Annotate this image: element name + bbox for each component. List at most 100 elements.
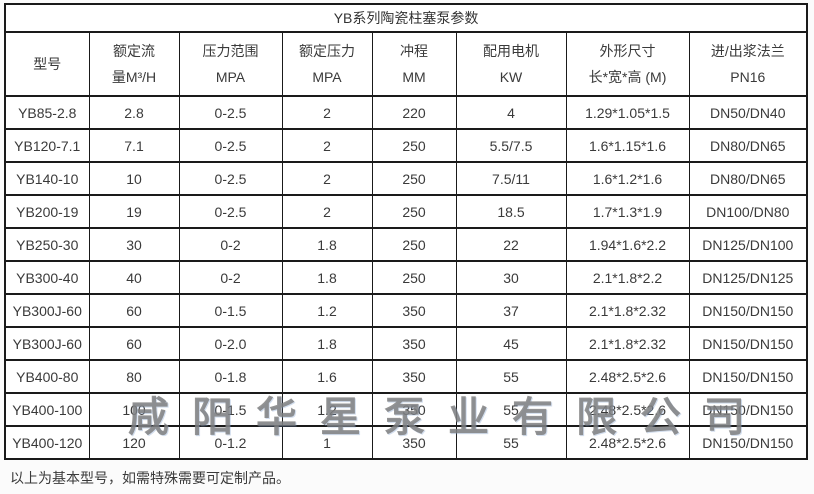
table-row: YB400-100 100 0-1.5 1.2 350 55 2.48*2.5*2.6 DN1… <box>4 392 808 427</box>
column-header-line2: KW <box>499 69 523 85</box>
table-row: YB300J-60 60 0-1.5 1.2 350 37 2.1*1.8*2.32 DN15… <box>4 293 808 328</box>
model-cell: YB300-40 <box>4 260 90 295</box>
value-cell: 1.8 <box>281 326 373 361</box>
value-cell: 220 <box>371 95 457 130</box>
column-header-line2: MPA <box>312 69 342 85</box>
value-cell: 37 <box>455 293 567 328</box>
value-cell: DN150/DN150 <box>688 359 808 394</box>
value-cell: DN150/DN150 <box>688 392 808 427</box>
value-cell: 2 <box>281 194 373 229</box>
value-cell: 18.5 <box>455 194 567 229</box>
value-cell: DN150/DN150 <box>688 293 808 328</box>
value-cell: 2 <box>281 128 373 163</box>
value-cell: 55 <box>455 392 567 427</box>
model-cell: YB400-120 <box>4 425 90 460</box>
value-cell: 2 <box>281 95 373 130</box>
column-header: 冲程 MM <box>371 31 457 97</box>
value-cell: 350 <box>371 392 457 427</box>
value-cell: 1.2 <box>281 392 373 427</box>
value-cell: 1.94*1.6*2.2 <box>565 227 690 262</box>
value-cell: 1.6*1.2*1.6 <box>565 161 690 196</box>
value-cell: 1.6 <box>281 359 373 394</box>
column-header: 压力范围 MPA <box>178 31 283 97</box>
value-cell: 30 <box>88 227 180 262</box>
value-cell: 1.2 <box>281 293 373 328</box>
value-cell: 250 <box>371 227 457 262</box>
value-cell: 1.8 <box>281 227 373 262</box>
model-cell: YB400-100 <box>4 392 90 427</box>
title-row: YB系列陶瓷柱塞泵参数 <box>4 3 808 33</box>
value-cell: 250 <box>371 194 457 229</box>
table-row: YB200-19 19 0-2.5 2 250 18.5 1.7*1.3*1.9 DN100/… <box>4 194 808 229</box>
value-cell: 350 <box>371 326 457 361</box>
value-cell: 40 <box>88 260 180 295</box>
column-header: 外形尺寸 长*宽*高 (M) <box>565 31 690 97</box>
value-cell: 1.6*1.15*1.6 <box>565 128 690 163</box>
column-header-line1: 冲程 <box>400 43 428 59</box>
column-header-line1: 压力范围 <box>202 43 259 59</box>
model-cell: YB200-19 <box>4 194 90 229</box>
value-cell: 350 <box>371 425 457 460</box>
column-header-line1: 配用电机 <box>483 43 539 59</box>
value-cell: 0-2.5 <box>178 128 283 163</box>
model-cell: YB250-30 <box>4 227 90 262</box>
model-cell: YB85-2.8 <box>4 95 90 130</box>
value-cell: 0-2.5 <box>178 95 283 130</box>
value-cell: 2.48*2.5*2.6 <box>565 392 690 427</box>
value-cell: 0-2.5 <box>178 161 283 196</box>
value-cell: 0-2 <box>178 227 283 262</box>
table-row: YB140-10 10 0-2.5 2 250 7.5/11 1.6*1.2*1.6 DN80… <box>4 161 808 196</box>
table-title: YB系列陶瓷柱塞泵参数 <box>4 3 808 33</box>
value-cell: 7.5/11 <box>455 161 567 196</box>
table-row: YB250-30 30 0-2 1.8 250 22 1.94*1.6*2.2 DN125/D… <box>4 227 808 262</box>
value-cell: 80 <box>88 359 180 394</box>
column-header-line1: 型号 <box>33 56 62 72</box>
value-cell: 0-2.5 <box>178 194 283 229</box>
value-cell: 7.1 <box>88 128 180 163</box>
pump-spec-table: YB系列陶瓷柱塞泵参数 型号 额定流 量M³/H 压力范围 MPA 额定压力 MPA 冲程 MM… <box>4 3 809 460</box>
value-cell: 0-2.0 <box>178 326 283 361</box>
column-header-line2: PN16 <box>730 69 766 85</box>
value-cell: 10 <box>88 161 180 196</box>
column-header-line1: 进/出浆法兰 <box>710 43 785 59</box>
value-cell: 0-1.2 <box>178 425 283 460</box>
value-cell: 250 <box>371 161 457 196</box>
table-row: YB85-2.8 2.8 0-2.5 2 220 4 1.29*1.05*1.5 DN50/D… <box>4 95 808 130</box>
table-row: YB400-80 80 0-1.8 1.6 350 55 2.48*2.5*2.6 DN150… <box>4 359 808 394</box>
value-cell: 2.1*1.8*2.2 <box>565 260 690 295</box>
column-header: 额定流 量M³/H <box>88 31 180 97</box>
value-cell: 0-1.5 <box>178 392 283 427</box>
value-cell: 1 <box>281 425 373 460</box>
value-cell: 120 <box>88 425 180 460</box>
value-cell: DN50/DN40 <box>688 95 808 130</box>
value-cell: 2.8 <box>88 95 180 130</box>
model-cell: YB400-80 <box>4 359 90 394</box>
value-cell: 2.1*1.8*2.32 <box>565 293 690 328</box>
value-cell: 2.48*2.5*2.6 <box>565 425 690 460</box>
value-cell: 350 <box>371 359 457 394</box>
value-cell: 30 <box>455 260 567 295</box>
value-cell: DN100/DN80 <box>688 194 808 229</box>
value-cell: 60 <box>88 293 180 328</box>
column-header-line2: MPA <box>215 69 246 85</box>
column-header: 配用电机 KW <box>455 31 567 97</box>
value-cell: 5.5/7.5 <box>455 128 567 163</box>
table-row: YB400-120 120 0-1.2 1 350 55 2.48*2.5*2.6 DN150… <box>4 425 808 460</box>
value-cell: 19 <box>88 194 180 229</box>
value-cell: 0-1.8 <box>178 359 283 394</box>
value-cell: DN80/DN65 <box>688 128 808 163</box>
value-cell: 0-2 <box>178 260 283 295</box>
column-header-line1: 额定流 <box>113 43 155 59</box>
model-cell: YB140-10 <box>4 161 90 196</box>
header-row: 型号 额定流 量M³/H 压力范围 MPA 额定压力 MPA 冲程 MM 配用电机 KW 外形尺寸 长*… <box>4 31 808 97</box>
value-cell: DN125/DN100 <box>688 227 808 262</box>
value-cell: 100 <box>88 392 180 427</box>
column-header-line1: 额定压力 <box>299 43 355 59</box>
value-cell: 250 <box>371 128 457 163</box>
table-row: YB300J-60 60 0-2.0 1.8 350 45 2.1*1.8*2.32 DN15… <box>4 326 808 361</box>
value-cell: 60 <box>88 326 180 361</box>
value-cell: DN125/DN125 <box>688 260 808 295</box>
value-cell: 1.7*1.3*1.9 <box>565 194 690 229</box>
value-cell: 55 <box>455 359 567 394</box>
